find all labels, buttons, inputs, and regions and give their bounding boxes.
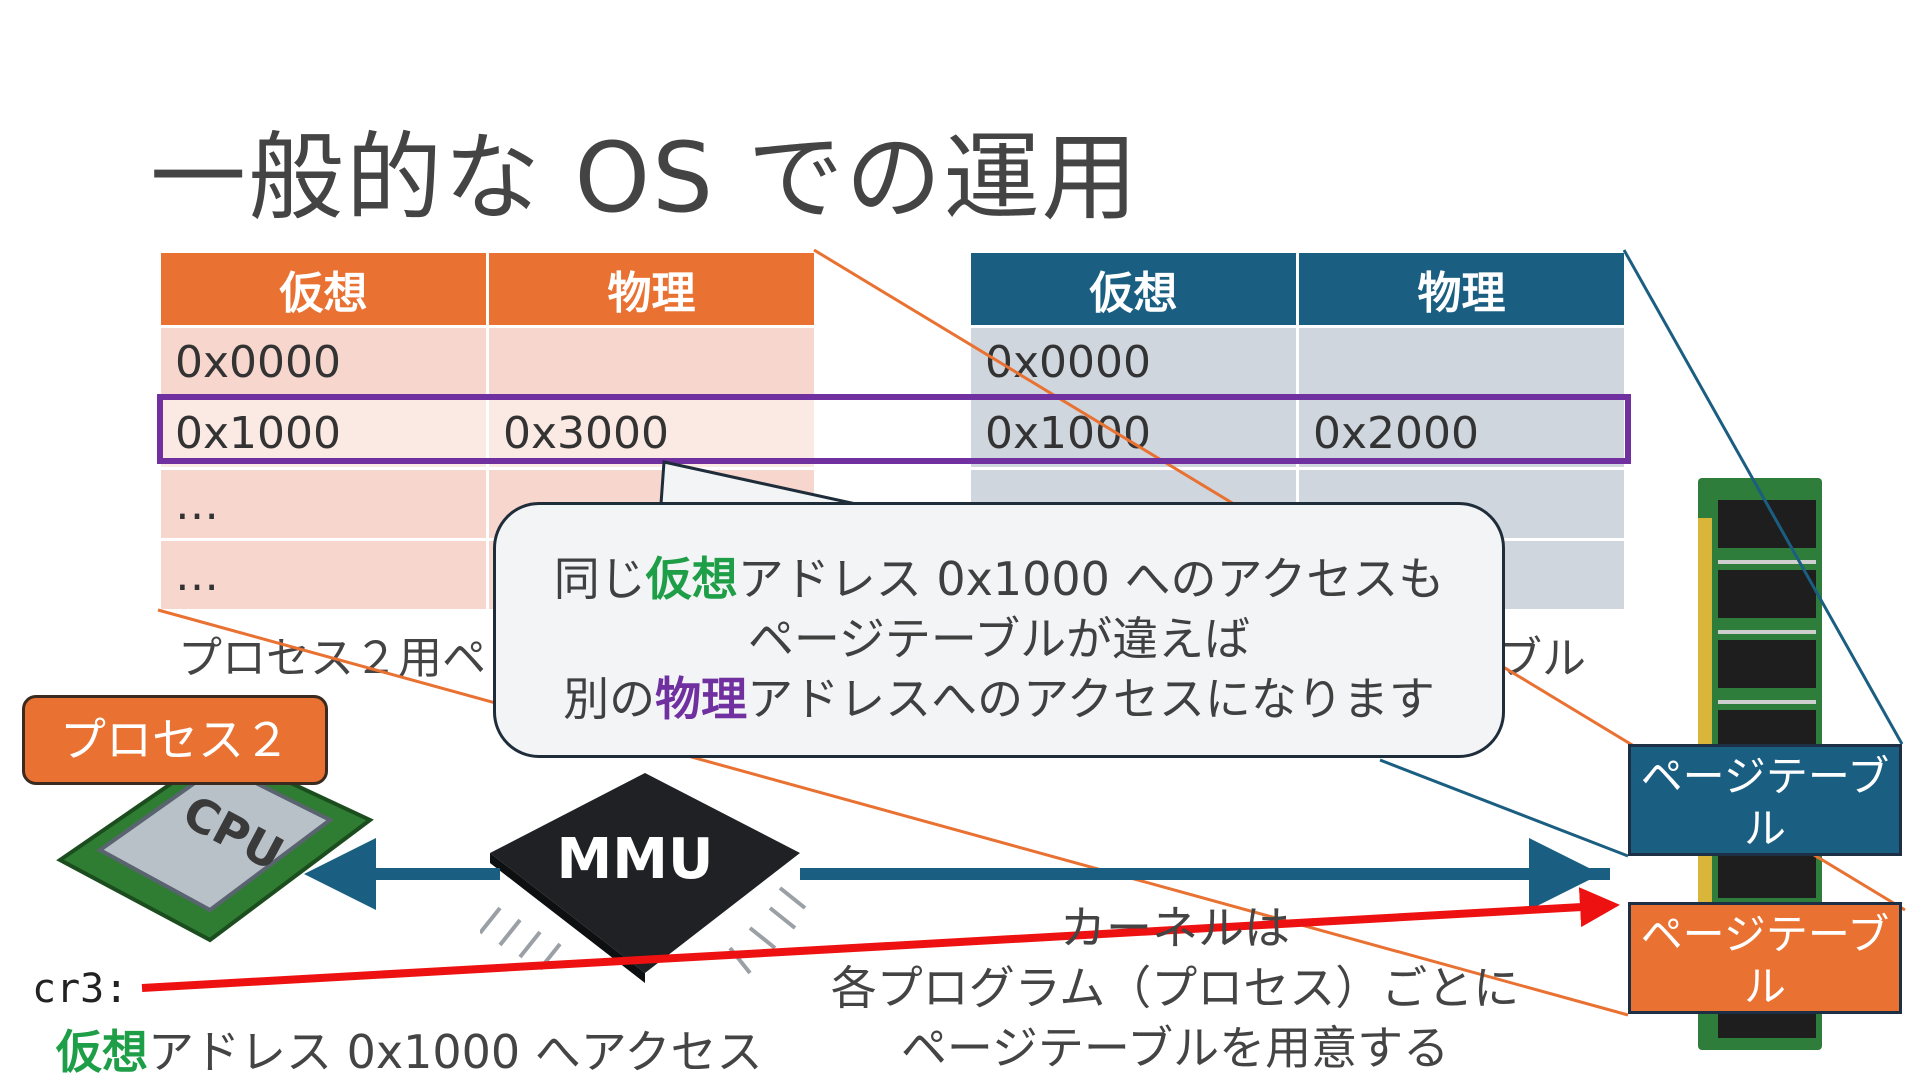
cr3-register-label: cr3: xyxy=(32,966,129,1012)
table-row: 0x1000 0x3000 xyxy=(158,396,817,470)
callout-text: 同じ xyxy=(553,552,646,606)
cell-virtual: … xyxy=(158,467,489,541)
mmu-label: MMU xyxy=(557,827,714,892)
callout-text: アドレスへのアクセスになります xyxy=(747,672,1435,726)
kernel-note-line-2: 各プログラム（プロセス）ごとに xyxy=(830,961,1520,1015)
callout-keyword-virtual: 仮想 xyxy=(645,552,738,606)
access-keyword-virtual: 仮想 xyxy=(56,1025,148,1079)
teal-zoom-line-bottom xyxy=(1379,758,1629,858)
header-virtual: 仮想 xyxy=(968,250,1299,328)
header-physical: 物理 xyxy=(486,250,817,328)
callout-keyword-physical: 物理 xyxy=(655,672,748,726)
cell-physical: 0x2000 xyxy=(1296,396,1627,470)
table-row: 0x0000 xyxy=(968,325,1627,399)
cell-physical: 0x3000 xyxy=(486,396,817,470)
cell-virtual: … xyxy=(158,538,489,612)
cell-physical xyxy=(1296,325,1627,399)
kernel-note: カーネルは 各プログラム（プロセス）ごとに ページテーブルを用意する xyxy=(800,898,1550,1078)
orange-zoom-line-bottom xyxy=(157,608,1629,1017)
callout-bubble: 同じ仮想アドレス 0x1000 へのアクセスも ページテーブルが違えば 別の物理… xyxy=(493,502,1505,758)
access-text: アドレス 0x1000 へアクセス xyxy=(148,1025,763,1079)
cell-virtual: 0x1000 xyxy=(158,396,489,470)
callout-line-3: 別の物理アドレスへのアクセスになります xyxy=(496,669,1502,729)
cell-virtual: 0x0000 xyxy=(968,325,1299,399)
callout-text: 別の xyxy=(563,672,656,726)
cr3-pointer-arrow xyxy=(141,887,1620,992)
kernel-note-line-1: カーネルは xyxy=(1060,901,1290,955)
teal-zoom-line-top xyxy=(1622,249,1904,745)
callout-line-1: 同じ仮想アドレス 0x1000 へのアクセスも xyxy=(496,549,1502,609)
highlight-row-0x1000 xyxy=(157,394,1631,464)
cell-virtual: 0x1000 xyxy=(968,396,1299,470)
header-virtual: 仮想 xyxy=(158,250,489,328)
callout-line-2: ページテーブルが違えば xyxy=(747,612,1251,666)
page-table-blue-box: ページテーブル xyxy=(1628,744,1902,856)
table-row: 0x1000 0x2000 xyxy=(968,396,1627,470)
right-table-caption: ブル xyxy=(1498,633,1586,684)
process-2-label: プロセス２ xyxy=(22,695,328,785)
slide-title: 一般的な OS での運用 xyxy=(150,122,1140,234)
cell-virtual: 0x0000 xyxy=(158,325,489,399)
kernel-note-line-3: ページテーブルを用意する xyxy=(900,1021,1450,1075)
page-table-orange-box: ページテーブル xyxy=(1628,902,1902,1014)
callout-text: アドレス 0x1000 へのアクセスも xyxy=(737,552,1445,606)
access-description: 仮想アドレス 0x1000 へアクセス xyxy=(56,1016,763,1082)
cpu-chip-icon: CPU xyxy=(56,747,374,943)
header-physical: 物理 xyxy=(1296,250,1627,328)
